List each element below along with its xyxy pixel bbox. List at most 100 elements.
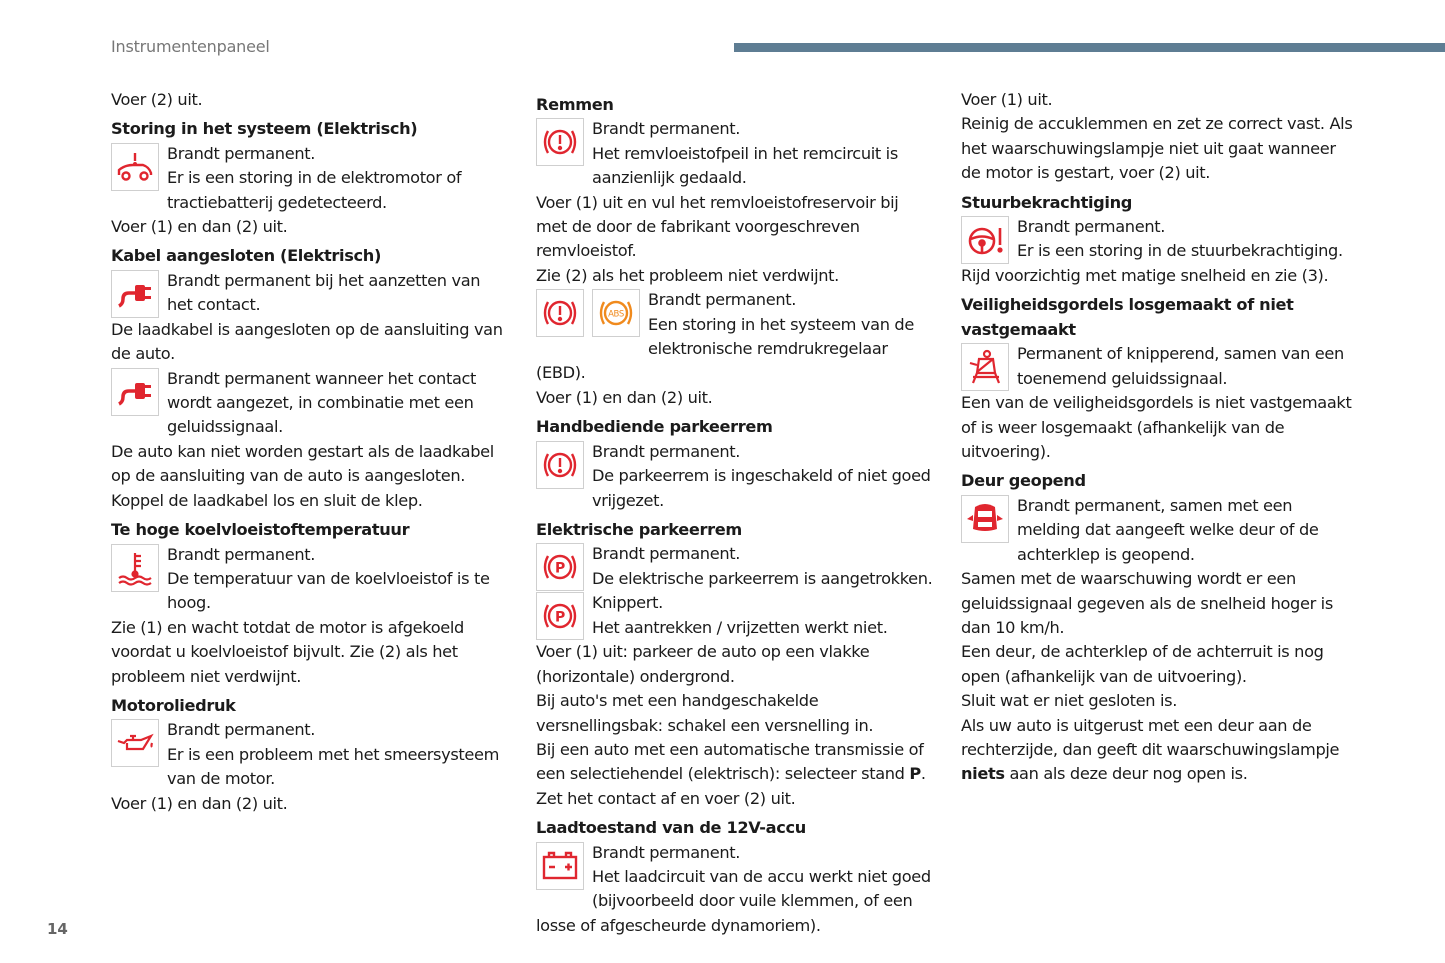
paragraph: Sluit wat er niet gesloten is. xyxy=(961,691,1177,711)
warning-lamp-entry: Brandt permanent. De temperatuur van de k… xyxy=(111,543,509,616)
warning-lamp-entry: Brandt permanent. Er is een storing in de… xyxy=(961,215,1359,265)
paragraph: Zie (1) en wacht totdat de motor is afge… xyxy=(111,617,464,686)
section-heading: Motoroliedruk xyxy=(111,695,236,715)
coolant-temp-icon xyxy=(111,543,159,592)
text-run: aan als deze deur nog open is. xyxy=(1004,764,1248,784)
page-number: 14 xyxy=(47,920,68,938)
paragraph: Zet het contact af en voer (2) uit. xyxy=(536,788,796,808)
warning-lamp-entry: Brandt permanent. Er is een storing in de… xyxy=(111,142,509,215)
paragraph: Reinig de accuklemmen en zet ze correct … xyxy=(961,114,1353,183)
paragraph: Koppel de laadkabel los en sluit de klep… xyxy=(111,490,423,510)
section-title: Instrumentenpaneel xyxy=(111,37,270,56)
lamp-description: Knippert. xyxy=(592,593,663,613)
warning-lamp-entry: Brandt permanent, samen met een melding … xyxy=(961,494,1359,567)
lamp-description: Het remvloeistofpeil in het remcircuit i… xyxy=(592,143,898,188)
paragraph: Voer (2) uit. xyxy=(111,90,203,109)
paragraph: Voer (1) uit. xyxy=(961,90,1053,109)
warning-lamp-entry: Brandt permanent. Het laadcircuit van de … xyxy=(536,841,934,939)
column-2: Remmen Brandt permanent. Het remvloeistofp… xyxy=(536,88,934,938)
parking-brake-icon: P xyxy=(536,543,584,592)
section-heading: Handbediende parkeerrem xyxy=(536,417,773,437)
lamp-description: De elektrische parkeerrem is aangetrokke… xyxy=(592,568,933,588)
lamp-description: Brandt permanent. xyxy=(167,544,316,564)
car-fault-icon xyxy=(111,142,159,191)
paragraph: Voer (1) en dan (2) uit. xyxy=(111,793,288,813)
abs-icon: ABS xyxy=(592,289,640,338)
paragraph: Samen met de waarschuwing wordt er een g… xyxy=(961,569,1333,637)
section-heading: Storing in het systeem (Elektrisch) xyxy=(111,119,418,139)
column-3: Voer (1) uit. Reinig de accuklemmen en ze… xyxy=(961,88,1359,787)
bold-text: niets xyxy=(961,764,1005,784)
brake-icon xyxy=(536,289,584,338)
lamp-description: Brandt permanent. xyxy=(592,119,741,139)
lamp-description: Brandt permanent bij het aanzetten van h… xyxy=(167,270,481,315)
steering-icon xyxy=(961,216,1009,265)
section-heading: Kabel aangesloten (Elektrisch) xyxy=(111,246,382,266)
lamp-description: Er is een probleem met het smeersysteem … xyxy=(167,744,500,789)
lamp-description: Er is een storing in de stuurbekrachtigi… xyxy=(1017,241,1343,261)
battery-icon xyxy=(536,841,584,890)
lamp-description: De parkeerrem is ingeschakeld of niet go… xyxy=(592,466,931,510)
parking-brake-icon: P xyxy=(536,592,584,641)
section-heading: Stuurbekrachtiging xyxy=(961,192,1133,212)
warning-lamp-entry: P Knippert. Het aantrekken / vrijzetten we… xyxy=(536,591,934,641)
paragraph: Een van de veiligheidsgordels is niet va… xyxy=(961,393,1352,462)
lamp-description: Brandt permanent. xyxy=(592,441,741,461)
section-heading: Remmen xyxy=(536,95,614,114)
paragraph: Voer (1) en dan (2) uit. xyxy=(536,387,713,407)
warning-lamp-entry: Brandt permanent wanneer het contact wor… xyxy=(111,367,509,440)
lamp-description: Brandt permanent. xyxy=(592,544,741,564)
lamp-description: Het laadcircuit van de accu werkt niet g… xyxy=(536,866,931,935)
door-open-icon xyxy=(961,494,1009,543)
paragraph: Zie (2) als het probleem niet verdwijnt. xyxy=(536,265,839,285)
oil-pressure-icon xyxy=(111,719,159,768)
warning-lamp-entry: P Brandt permanent. De elektrische parkeer… xyxy=(536,542,934,592)
warning-lamp-entry: Brandt permanent. Er is een probleem met … xyxy=(111,718,509,791)
svg-text:P: P xyxy=(555,561,565,577)
paragraph: Een deur, de achterklep of de achterruit… xyxy=(961,642,1324,686)
warning-lamp-entry: Brandt permanent. Het remvloeistofpeil in… xyxy=(536,117,934,190)
svg-text:ABS: ABS xyxy=(608,310,624,320)
plug-icon xyxy=(111,367,159,416)
warning-lamp-entry: ABS Brandt permanent. Een storing in het s… xyxy=(536,288,934,386)
section-heading: Veiligheidsgordels losgemaakt of niet va… xyxy=(961,295,1294,339)
paragraph: Bij auto's met een handgeschakelde versn… xyxy=(536,691,874,735)
text-run: . xyxy=(920,764,926,784)
paragraph: Voer (1) uit en vul het remvloeistofrese… xyxy=(536,192,899,261)
brake-icon xyxy=(536,440,584,489)
lamp-description: Er is een storing in de elektromotor of … xyxy=(167,168,462,212)
header-accent-bar xyxy=(734,43,1445,52)
lamp-description: De temperatuur van de koelvloeistof is t… xyxy=(167,568,490,613)
bold-text: P xyxy=(909,764,921,784)
paragraph: Voer (1) uit: parkeer de auto op een vla… xyxy=(536,642,870,686)
column-1: Voer (2) uit. Storing in het systeem (Ele… xyxy=(111,88,509,816)
section-heading: Elektrische parkeerrem xyxy=(536,519,742,539)
lamp-description: Brandt permanent, samen met een melding … xyxy=(1017,495,1319,564)
paragraph: Bij een auto met een automatische transm… xyxy=(536,738,934,787)
paragraph: De laadkabel is aangesloten op de aanslu… xyxy=(111,319,503,364)
text-run: Bij een auto met een automatische transm… xyxy=(536,739,924,784)
lamp-description: Permanent of knipperend, samen van een t… xyxy=(1017,344,1344,388)
seatbelt-icon xyxy=(961,343,1009,392)
section-heading: Laadtoestand van de 12V-accu xyxy=(536,818,806,838)
section-heading: Deur geopend xyxy=(961,471,1086,491)
brake-icon xyxy=(536,118,584,167)
lamp-description: Brandt permanent. xyxy=(167,143,316,163)
lamp-description: Een storing in het systeem van de elektr… xyxy=(536,314,914,383)
lamp-description: Brandt permanent. xyxy=(648,290,797,310)
plug-icon xyxy=(111,269,159,318)
warning-lamp-entry: Brandt permanent. De parkeerrem is ingesc… xyxy=(536,440,934,513)
paragraph: Voer (1) en dan (2) uit. xyxy=(111,217,288,237)
lamp-description: Brandt permanent wanneer het contact wor… xyxy=(167,368,477,437)
paragraph: Rijd voorzichtig met matige snelheid en … xyxy=(961,266,1329,286)
paragraph: De auto kan niet worden gestart als de l… xyxy=(111,441,494,486)
paragraph: Als uw auto is uitgerust met een deur aa… xyxy=(961,714,1359,787)
warning-lamp-entry: Permanent of knipperend, samen van een t… xyxy=(961,342,1359,392)
section-heading: Te hoge koelvloeistoftemperatuur xyxy=(111,520,410,540)
lamp-description: Brandt permanent. xyxy=(592,842,741,862)
lamp-description: Het aantrekken / vrijzetten werkt niet. xyxy=(592,617,888,637)
warning-lamp-entry: Brandt permanent bij het aanzetten van h… xyxy=(111,269,509,318)
svg-text:P: P xyxy=(555,610,565,626)
lamp-description: Brandt permanent. xyxy=(167,720,316,740)
text-run: Als uw auto is uitgerust met een deur aa… xyxy=(961,715,1340,759)
